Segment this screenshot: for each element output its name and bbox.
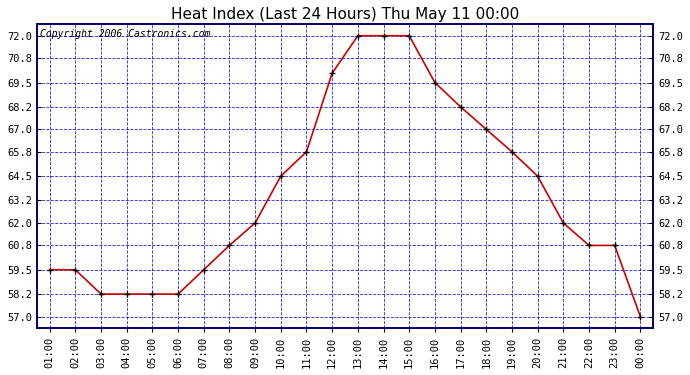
Title: Heat Index (Last 24 Hours) Thu May 11 00:00: Heat Index (Last 24 Hours) Thu May 11 00… bbox=[171, 7, 519, 22]
Text: Copyright 2006 Castronics.com: Copyright 2006 Castronics.com bbox=[40, 29, 210, 39]
